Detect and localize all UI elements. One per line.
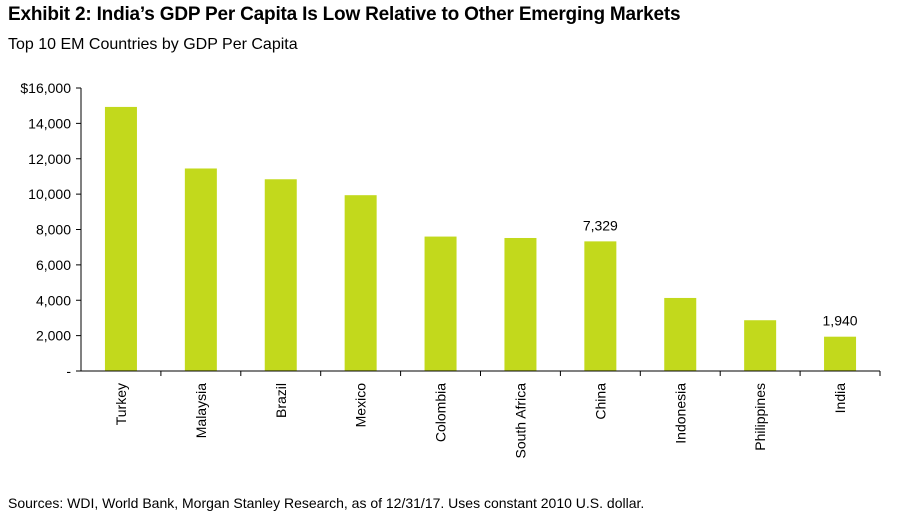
y-tick-label: 2,000: [36, 328, 71, 344]
source-note: Sources: WDI, World Bank, Morgan Stanley…: [8, 495, 645, 511]
x-tick-label: Indonesia: [672, 383, 688, 444]
y-tick-label: -: [66, 363, 71, 379]
data-label: 7,329: [583, 217, 618, 233]
x-tick-label: Philippines: [752, 383, 768, 451]
bars: [104, 106, 857, 371]
chart-subtitle: Top 10 EM Countries by GDP Per Capita: [8, 36, 298, 53]
y-tick-label: $16,000: [20, 80, 71, 96]
x-tick-label: Turkey: [113, 383, 129, 425]
x-tick-label: Mexico: [353, 383, 369, 428]
bar-turkey: [104, 106, 137, 371]
bar-brazil: [264, 179, 297, 371]
bar-malaysia: [184, 168, 217, 371]
data-label: 1,940: [823, 313, 858, 329]
bar-mexico: [344, 195, 377, 371]
bar-indonesia: [664, 297, 697, 371]
x-tick-label: India: [832, 383, 848, 414]
bar-south-africa: [504, 237, 537, 371]
x-axis: Turkey Malaysia Brazil Mexico Colombia South …: [81, 370, 881, 459]
data-labels: 7,329 1,940: [583, 217, 858, 328]
y-tick-label: 10,000: [28, 186, 71, 202]
bar-philippines: [744, 320, 777, 371]
x-tick-label: Malaysia: [193, 383, 209, 438]
bar-india: [824, 336, 857, 371]
y-tick-label: 6,000: [36, 257, 71, 273]
bar-china: [584, 241, 617, 371]
y-tick-label: 14,000: [28, 115, 71, 131]
y-tick-label: 4,000: [36, 292, 71, 308]
y-tick-label: 12,000: [28, 151, 71, 167]
chart-title: Exhibit 2: India’s GDP Per Capita Is Low…: [8, 4, 681, 25]
x-tick-label: Colombia: [433, 383, 449, 442]
x-tick-label: China: [592, 383, 608, 420]
x-tick-label: South Africa: [512, 383, 528, 459]
x-tick-label: Brazil: [273, 383, 289, 418]
y-tick-label: 8,000: [36, 222, 71, 238]
y-axis: - 2,000 4,000 6,000 8,000 10,000 12,000 14,000 $…: [20, 80, 82, 379]
bar-colombia: [424, 236, 457, 371]
